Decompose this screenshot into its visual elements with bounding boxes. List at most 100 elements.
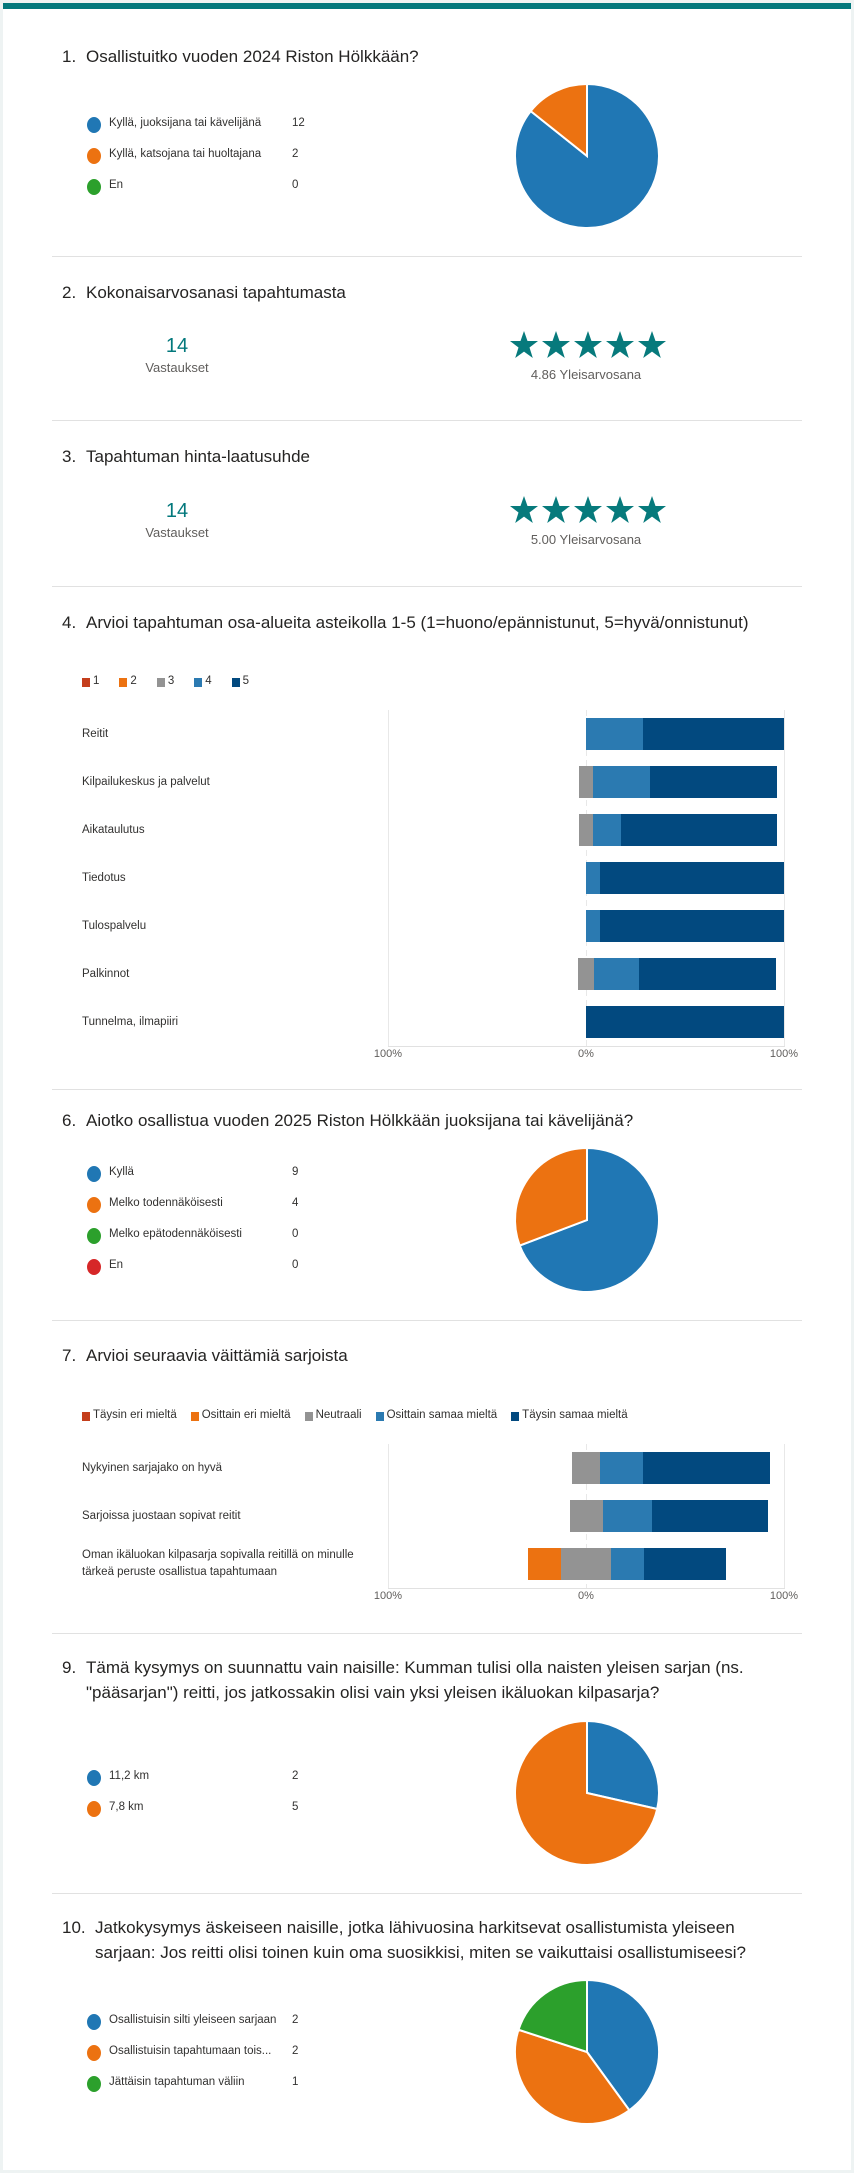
bar-segment[interactable] (578, 766, 594, 798)
responses-count: 14 (165, 335, 189, 357)
star-icon (606, 496, 634, 523)
legend-label: En (109, 179, 124, 191)
legend-dot-icon (87, 2076, 101, 2092)
responses-count: 14 (165, 500, 189, 522)
pie-chart (514, 82, 660, 229)
question-number: 10. (62, 1918, 86, 1937)
section-divider (52, 1893, 802, 1894)
pie-slice[interactable] (586, 1978, 660, 2112)
bar-segment[interactable] (578, 958, 594, 990)
legend-dot-icon (87, 2045, 101, 2061)
axis-tick-label: 100% (373, 1048, 403, 1060)
bar-segment[interactable] (649, 766, 777, 798)
star-rating (509, 495, 667, 525)
legend-label: Osallistuisin silti yleiseen sarjaan (109, 2014, 277, 2026)
row-label: Kilpailukeskus ja palvelut (82, 775, 210, 788)
gridline (784, 710, 785, 1046)
question-number: 2. (62, 283, 77, 302)
legend-label: Kyllä, katsojana tai huoltajana (109, 148, 262, 160)
legend-label: 3 (167, 675, 175, 687)
pie-slice[interactable] (514, 2028, 631, 2125)
axis-tick-label: 0% (578, 1590, 594, 1602)
row-label: Reitit (82, 727, 109, 740)
row-label: Palkinnot (82, 967, 130, 980)
row-label: Tiedotus (82, 871, 126, 884)
pie-slice[interactable] (529, 82, 588, 159)
pie-slice[interactable] (517, 1978, 588, 2054)
section-divider (52, 1633, 802, 1634)
legend-label: Melko todennäköisesti (109, 1197, 223, 1209)
legend-dot-icon (87, 179, 101, 195)
legend-label: Osittain eri mieltä (201, 1409, 291, 1421)
star-icon (638, 331, 666, 358)
average-rating: 4.86 Yleisarvosana (530, 367, 642, 382)
legend-label: 4 (205, 675, 212, 687)
bar-segment[interactable] (569, 1500, 603, 1532)
bar-segment[interactable] (642, 1452, 770, 1484)
bar-segment[interactable] (593, 814, 622, 846)
legend-dot-icon (87, 1228, 101, 1244)
axis-tick-label: 0% (578, 1048, 594, 1060)
bar-segment[interactable] (571, 1452, 601, 1484)
question-number: 7. (62, 1346, 77, 1365)
bar-segment[interactable] (652, 1500, 768, 1532)
legend-swatch (375, 1412, 384, 1421)
bar-segment[interactable] (639, 958, 777, 990)
star-rating (509, 330, 667, 360)
pie-slice[interactable] (518, 1146, 660, 1293)
star-icon (574, 496, 602, 523)
bar-segment[interactable] (610, 1548, 644, 1580)
responses-label: Vastaukset (145, 360, 209, 375)
pie-slice[interactable] (514, 1719, 659, 1866)
axis-tick-label: 100% (769, 1048, 799, 1060)
accent-bar (3, 3, 851, 9)
question-number: 4. (62, 613, 77, 632)
legend-count: 0 (292, 179, 299, 191)
legend-dot-icon (87, 1166, 101, 1182)
legend-label: Jättäisin tapahtuman väliin (109, 2076, 245, 2088)
axis-tick-label: 100% (373, 1590, 403, 1602)
pie-chart (514, 1978, 660, 2125)
legend-label: 5 (242, 675, 250, 687)
row-label: Sarjoissa juostaan sopivat reitit (82, 1509, 241, 1522)
axis-tick-label: 100% (769, 1590, 799, 1602)
question-title: Kokonaisarvosanasi tapahtumasta (86, 283, 346, 302)
bar-segment[interactable] (586, 1006, 784, 1038)
row-label: Tulospalvelu (82, 919, 147, 932)
bar-segment[interactable] (578, 814, 594, 846)
bar-segment[interactable] (600, 1452, 643, 1484)
legend-dot-icon (87, 2014, 101, 2030)
legend-label: Täysin samaa mieltä (522, 1409, 628, 1421)
gridline (784, 1444, 785, 1588)
question-title: Arvioi tapahtuman osa-alueita asteikolla… (86, 613, 749, 632)
legend-count: 2 (292, 2014, 299, 2026)
responses-label: Vastaukset (145, 525, 209, 540)
gridline (388, 1444, 389, 1588)
legend-label: En (109, 1259, 124, 1271)
bar-segment[interactable] (586, 862, 601, 894)
bar-segment[interactable] (600, 862, 784, 894)
bar-segment[interactable] (642, 718, 784, 750)
bar-segment[interactable] (593, 766, 650, 798)
legend-count: 2 (292, 1770, 299, 1782)
legend-count: 0 (292, 1259, 299, 1271)
bar-segment[interactable] (561, 1548, 611, 1580)
bar-segment[interactable] (586, 910, 601, 942)
bar-segment[interactable] (621, 814, 777, 846)
legend-swatch (82, 678, 90, 687)
bar-segment[interactable] (643, 1548, 727, 1580)
bar-segment[interactable] (586, 718, 643, 750)
question-title: Arvioi seuraavia väittämiä sarjoista (86, 1346, 348, 1365)
legend-label: Melko epätodennäköisesti (109, 1228, 242, 1240)
section-divider (52, 586, 802, 587)
bar-segment[interactable] (528, 1548, 562, 1580)
pie-slice[interactable] (586, 1719, 660, 1811)
star-icon (606, 331, 634, 358)
bar-segment[interactable] (602, 1500, 652, 1532)
legend-dot-icon (87, 1770, 101, 1786)
pie-slice[interactable] (514, 1146, 588, 1247)
legend-label: 11,2 km (109, 1770, 150, 1782)
legend-count: 12 (292, 117, 305, 129)
bar-segment[interactable] (593, 958, 640, 990)
bar-segment[interactable] (600, 910, 784, 942)
